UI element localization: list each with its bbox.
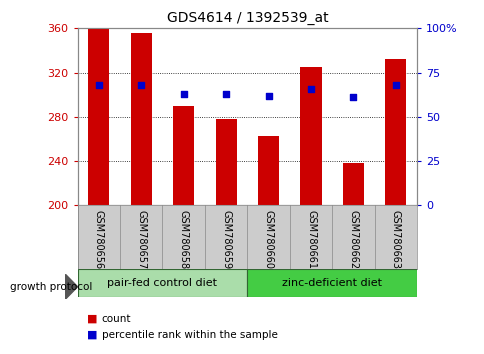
Title: GDS4614 / 1392539_at: GDS4614 / 1392539_at	[166, 11, 328, 24]
Point	[306, 86, 314, 91]
Point	[349, 95, 357, 100]
Text: zinc-deficient diet: zinc-deficient diet	[282, 278, 381, 288]
Text: ■: ■	[87, 314, 98, 324]
Point	[137, 82, 145, 88]
Text: GSM780658: GSM780658	[178, 210, 188, 269]
Point	[222, 91, 229, 97]
Point	[391, 82, 399, 88]
Bar	[300, 67, 321, 205]
Bar	[215, 119, 236, 205]
FancyBboxPatch shape	[247, 269, 416, 297]
Text: count: count	[102, 314, 131, 324]
Point	[264, 93, 272, 98]
Text: GSM780661: GSM780661	[305, 210, 316, 269]
Bar	[88, 28, 109, 205]
Text: GSM780656: GSM780656	[93, 210, 104, 269]
Text: pair-fed control diet: pair-fed control diet	[107, 278, 217, 288]
Text: GSM780659: GSM780659	[221, 210, 231, 269]
Text: growth protocol: growth protocol	[10, 282, 92, 292]
Text: GSM780657: GSM780657	[136, 210, 146, 270]
Bar	[130, 33, 151, 205]
Text: ■: ■	[87, 330, 98, 339]
Bar	[173, 106, 194, 205]
Text: GSM780663: GSM780663	[390, 210, 400, 269]
FancyBboxPatch shape	[77, 269, 247, 297]
Bar	[342, 163, 363, 205]
Text: percentile rank within the sample: percentile rank within the sample	[102, 330, 277, 339]
Text: GSM780662: GSM780662	[348, 210, 358, 269]
Point	[180, 91, 187, 97]
Point	[95, 82, 103, 88]
Polygon shape	[65, 274, 77, 299]
Bar	[384, 59, 406, 205]
Bar	[257, 136, 279, 205]
Text: GSM780660: GSM780660	[263, 210, 273, 269]
